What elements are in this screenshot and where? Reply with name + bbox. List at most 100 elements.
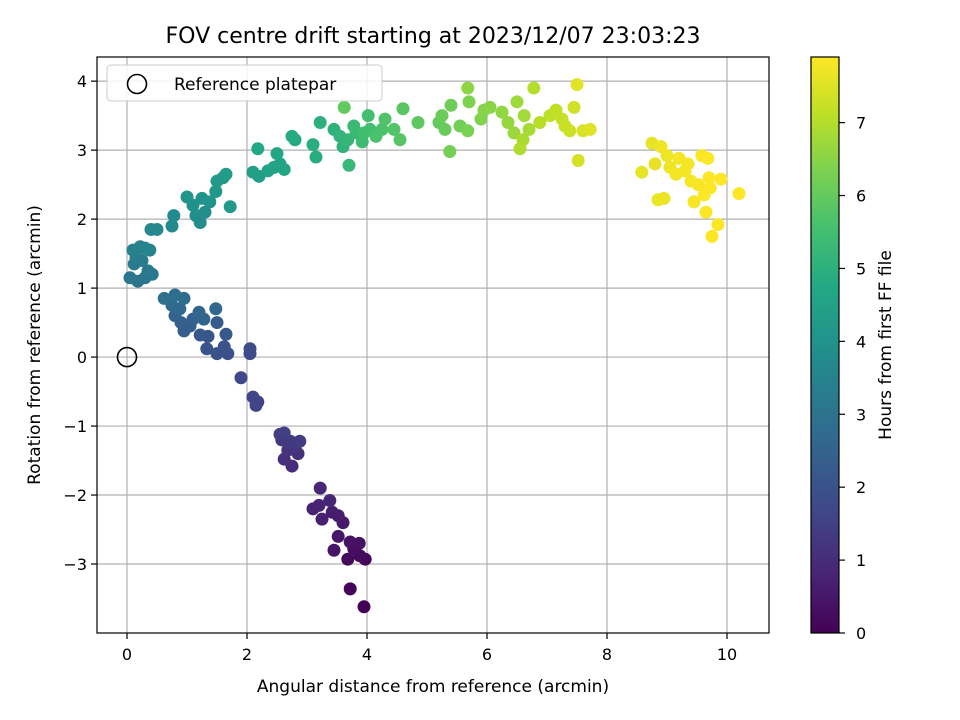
data-point [219,327,233,341]
data-point [705,229,719,243]
data-point [660,149,674,163]
data-point [210,316,224,330]
plot-area: 0 2 4 6 8 10 −3 −2 −1 0 1 2 3 4 [63,56,770,664]
data-point [714,172,728,186]
data-point [483,100,497,114]
colorbar-tick-label: 7 [856,114,866,133]
data-point [123,271,137,285]
colorbar-tick-label: 6 [856,187,866,206]
data-point [293,434,307,448]
reference-platepar-marker [116,346,138,368]
data-point [138,241,152,255]
data-point [165,219,179,233]
data-point [375,122,389,136]
data-point [527,81,541,95]
data-point [209,185,223,199]
data-point [522,122,536,136]
x-tick-label: 6 [482,645,492,664]
data-point [703,181,717,195]
data-point [571,153,585,167]
data-point [180,190,194,204]
colorbar-gradient [810,56,840,634]
data-point [438,122,452,136]
data-point [435,109,449,123]
data-point [331,529,345,543]
data-point [209,302,223,316]
data-point [701,151,715,165]
data-point [243,342,257,356]
chart-title: FOV centre drift starting at 2023/12/07 … [166,24,701,49]
colorbar: 0 1 2 3 4 5 6 7 Hours from first FF file [810,56,896,643]
data-point [309,150,323,164]
data-point [246,165,260,179]
axis-ticks: 0 2 4 6 8 10 −3 −2 −1 0 1 2 3 4 [63,72,737,664]
plot-frame [96,56,770,634]
data-point [411,116,425,130]
data-point [699,205,713,219]
data-points [123,78,746,614]
data-point [150,222,164,236]
data-point [648,157,662,171]
data-point [533,116,547,130]
y-tick-label: 2 [77,210,87,229]
data-point [141,264,155,278]
legend-marker-icon [126,73,148,95]
data-point [313,116,327,130]
data-point [327,543,341,557]
x-tick-label: 10 [717,645,737,664]
y-tick-label: −3 [63,555,87,574]
data-point [200,342,214,356]
colorbar-tick-label: 1 [856,551,866,570]
colorbar-tick-label: 4 [856,332,866,351]
data-point [681,157,695,171]
x-tick-label: 4 [362,645,372,664]
legend-box [106,64,383,102]
data-point [337,100,351,114]
data-point [246,390,260,404]
data-point [217,340,231,354]
data-point [711,218,725,232]
data-point [462,95,476,109]
data-point [517,109,531,123]
data-point [277,426,291,440]
data-point [193,328,207,342]
data-point [313,481,327,495]
data-point [203,195,217,209]
data-point [325,505,339,519]
data-point [167,209,181,223]
y-tick-label: 4 [77,72,87,91]
colorbar-ticks: 0 1 2 3 4 5 6 7 [839,114,866,643]
y-axis-label: Rotation from reference (arcmin) [25,205,45,485]
data-point [343,535,357,549]
data-point [563,124,577,138]
data-point [443,145,457,159]
x-tick-label: 2 [242,645,252,664]
grid [97,57,769,633]
data-point [361,109,375,123]
data-point [570,78,584,92]
data-point [513,142,527,156]
data-point [687,195,701,209]
data-point [702,171,716,185]
data-point [192,305,206,319]
y-tick-label: −2 [63,486,87,505]
data-point [495,105,509,119]
data-point [323,494,337,508]
data-point [277,162,291,176]
colorbar-tick-label: 5 [856,259,866,278]
data-point [198,205,212,219]
data-point [396,102,410,116]
data-point [501,116,515,130]
data-point [315,512,329,526]
data-point [393,133,407,147]
data-point [583,122,597,136]
data-point [342,158,356,172]
data-point [357,600,371,614]
colorbar-tick-label: 0 [856,624,866,643]
y-tick-label: −1 [63,417,87,436]
data-point [461,124,475,138]
data-point [285,129,299,143]
data-point [223,200,237,214]
data-point [567,100,581,114]
data-point [635,165,649,179]
